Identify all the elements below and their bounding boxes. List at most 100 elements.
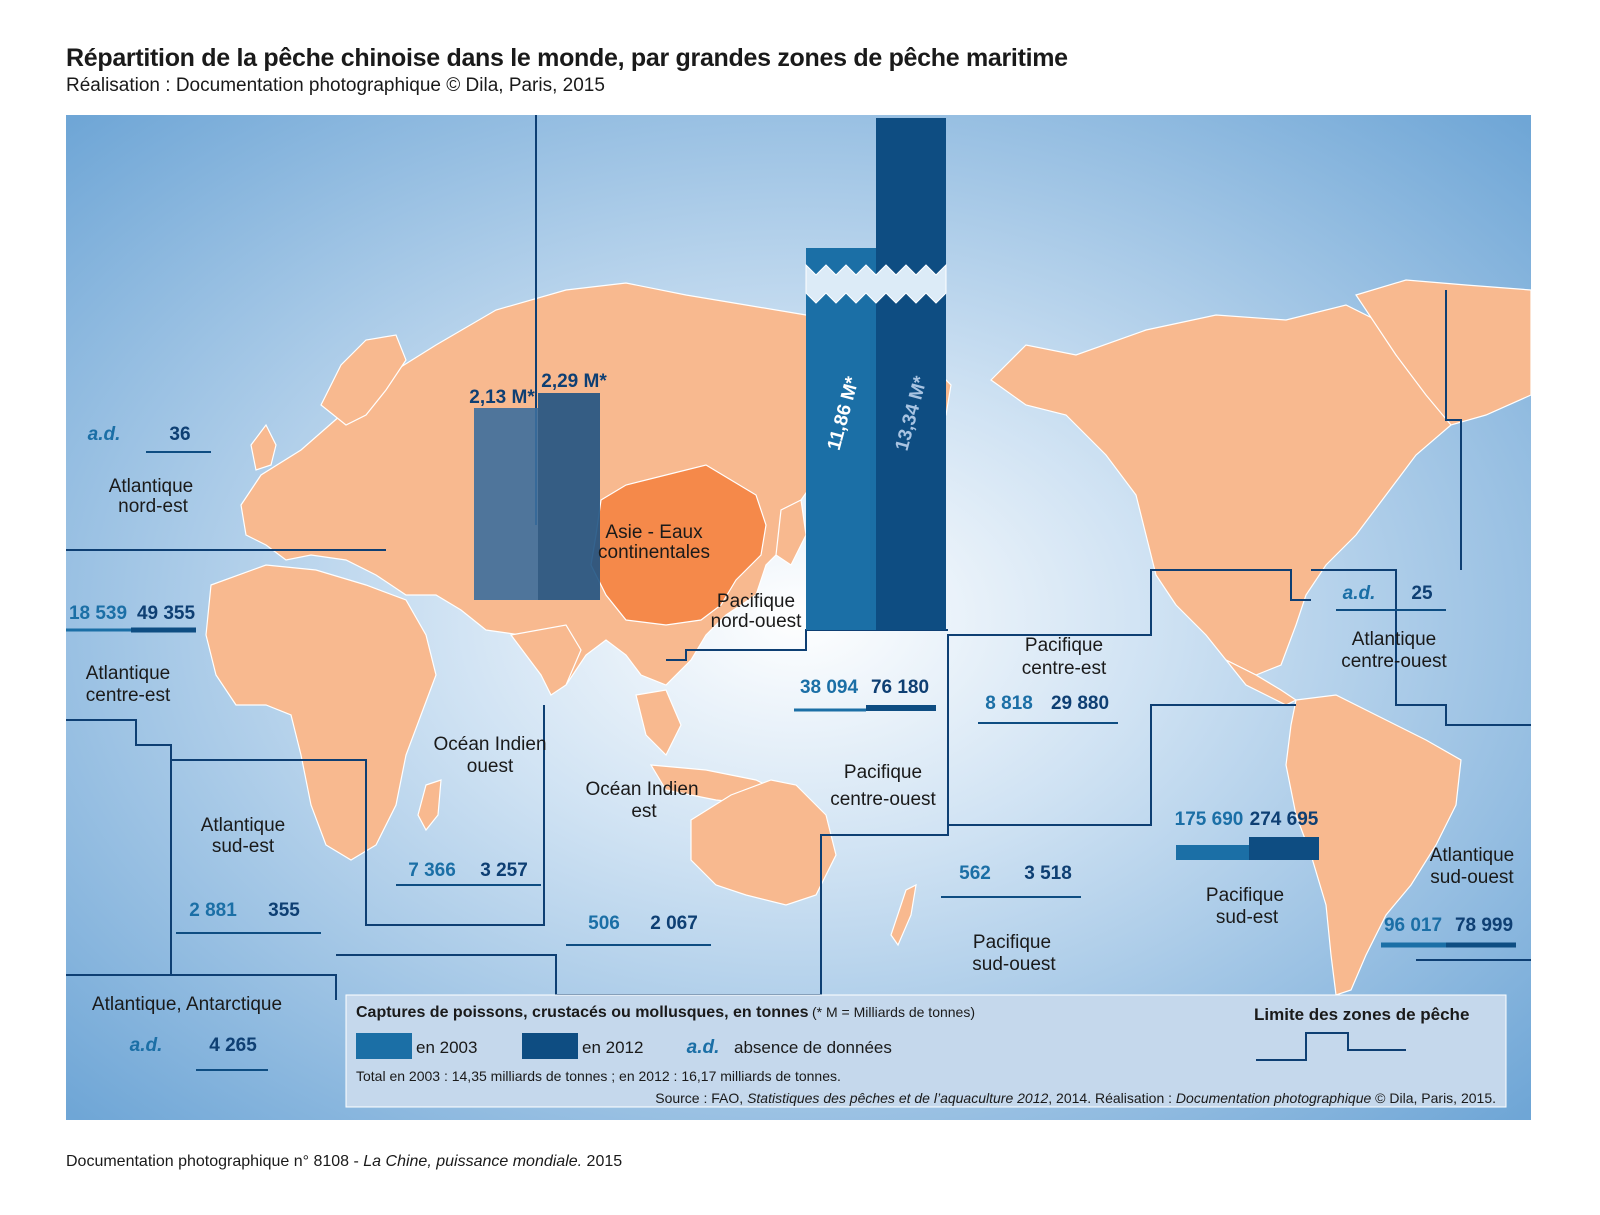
atl-so-name2: sud-ouest — [1430, 867, 1514, 888]
footer-prefix: Documentation photographique n° 8108 - — [66, 1153, 364, 1170]
atl-co-v2003: a.d. — [1343, 583, 1376, 604]
southeast-asia-land — [635, 689, 682, 757]
central-america-land — [1225, 659, 1298, 706]
ind-o-v2012: 3 257 — [480, 860, 528, 881]
pac-no-name1: Pacifique — [717, 591, 795, 612]
legend-source: Source : FAO, Statistiques des pêches et… — [655, 1090, 1496, 1106]
zone-boundary — [1445, 290, 1462, 570]
asie-bars — [474, 393, 600, 600]
pac-so-v2003: 562 — [959, 863, 991, 884]
legend: Captures de poissons, crustacés ou mollu… — [345, 994, 1507, 1108]
atl-ne-v2012: 36 — [169, 424, 190, 445]
north-america-land — [990, 304, 1452, 676]
atl-so-v2003: 96 017 — [1384, 915, 1442, 936]
zone-labels: a.d. 36 Atlantique nord-est 18 539 49 35… — [69, 371, 1514, 1056]
atl-ce-v2012: 49 355 — [137, 603, 196, 624]
atl-se-name1: Atlantique — [201, 815, 286, 836]
australia-land — [690, 779, 837, 906]
atl-ant-v2003: a.d. — [130, 1035, 163, 1056]
atl-so-v2012: 78 999 — [1455, 915, 1513, 936]
footer-year: 2015 — [582, 1153, 623, 1170]
zone-value-lines — [66, 451, 1516, 1071]
legend-swatch-2012 — [522, 1033, 578, 1059]
zone-boundary — [1311, 569, 1531, 726]
japan-land — [775, 499, 807, 566]
atl-ce-v2003: 18 539 — [69, 603, 127, 624]
pac-so-v2012: 3 518 — [1024, 863, 1072, 884]
uk-land — [250, 423, 277, 471]
pac-no-bar-2012 — [876, 118, 946, 630]
atl-se-v2012: 355 — [268, 900, 300, 921]
page-title: Répartition de la pêche chinoise dans le… — [66, 44, 1068, 72]
pac-no-name2: nord-ouest — [711, 611, 803, 632]
pac-no-bars — [805, 118, 947, 630]
legend-swatch-2003 — [356, 1033, 412, 1059]
page-subtitle: Réalisation : Documentation photographiq… — [66, 75, 605, 96]
legend-note: (* M = Milliards de tonnes) — [812, 1004, 975, 1020]
source-suffix: © Dila, Paris, 2015. — [1371, 1090, 1496, 1106]
pac-co-name1: Pacifique — [844, 762, 922, 783]
pac-so-name2: sud-ouest — [972, 954, 1056, 975]
pac-se-name2: sud-est — [1216, 907, 1279, 928]
atl-ne-name1: Atlantique — [109, 476, 194, 497]
atl-se-name2: sud-est — [212, 836, 275, 857]
pac-co-name2: centre-ouest — [830, 789, 936, 810]
madagascar-land — [417, 779, 442, 832]
china-land — [590, 464, 767, 626]
bar-break-mark — [805, 263, 947, 304]
ind-o-v2003: 7 366 — [408, 860, 456, 881]
pac-ce-name2: centre-est — [1022, 658, 1107, 679]
atl-se-v2003: 2 881 — [189, 900, 237, 921]
africa-land — [205, 564, 437, 861]
ind-e-v2003: 506 — [588, 913, 620, 934]
atl-co-name1: Atlantique — [1352, 629, 1437, 650]
legend-label-2012: en 2012 — [582, 1038, 643, 1057]
ind-o-name1: Océan Indien — [433, 734, 546, 755]
ind-o-name2: ouest — [467, 756, 514, 777]
pac-so-name1: Pacifique — [973, 932, 1051, 953]
legend-label-2003: en 2003 — [416, 1038, 477, 1057]
india-land — [509, 624, 582, 696]
footer-work: La Chine, puissance mondiale. — [363, 1153, 583, 1170]
source-mid: , 2014. Réalisation : — [1048, 1090, 1176, 1106]
asie-bar-2003 — [474, 408, 538, 600]
pac-ce-v2012: 29 880 — [1051, 693, 1109, 714]
source-work: Statistiques des pêches et de l’aquacult… — [747, 1090, 1048, 1106]
atl-ce-name1: Atlantique — [86, 663, 171, 684]
scandinavia-land — [320, 334, 407, 426]
south-america-land — [1285, 694, 1462, 996]
pac-co-v2003: 38 094 — [800, 677, 859, 698]
legend-limit-symbol — [1256, 1032, 1406, 1061]
ind-e-name2: est — [631, 801, 657, 822]
atl-ant-name1: Atlantique, Antarctique — [92, 994, 282, 1015]
atl-so-name1: Atlantique — [1430, 845, 1515, 866]
atl-ce-name2: centre-est — [86, 685, 171, 706]
ind-e-name1: Océan Indien — [585, 779, 698, 800]
asie-name1: Asie - Eaux — [605, 522, 703, 543]
pac-se-name1: Pacifique — [1206, 885, 1284, 906]
zone-boundary — [66, 974, 337, 1000]
pac-se-v2003: 175 690 — [1175, 809, 1244, 830]
asie-name2: continentales — [598, 542, 710, 563]
page-footer: Documentation photographique n° 8108 - L… — [66, 1153, 622, 1171]
value-bar-2003 — [1176, 845, 1249, 860]
atl-ne-v2003: a.d. — [88, 424, 121, 445]
greenland-land — [1355, 279, 1531, 426]
zone-boundaries — [66, 115, 1531, 1000]
atl-co-v2012: 25 — [1411, 583, 1433, 604]
pac-no-bar-2003 — [806, 248, 876, 630]
pac-ce-v2003: 8 818 — [985, 693, 1033, 714]
source-publisher: Documentation photographique — [1176, 1090, 1372, 1106]
legend-ad-label: absence de données — [734, 1038, 892, 1057]
legend-ad-symbol: a.d. — [687, 1037, 720, 1058]
source-prefix: Source : FAO, — [655, 1090, 747, 1106]
asie-bar-2012 — [538, 393, 600, 600]
atl-ne-name2: nord-est — [118, 496, 188, 517]
pac-se-v2012: 274 695 — [1250, 809, 1319, 830]
zone-boundary — [947, 635, 1296, 826]
legend-total: Total en 2003 : 14,35 milliards de tonne… — [356, 1068, 841, 1084]
asie-v2012: 2,29 M* — [541, 371, 607, 392]
new-zealand-land — [890, 883, 917, 947]
asie-v2003: 2,13 M* — [469, 387, 535, 408]
ind-e-v2012: 2 067 — [650, 913, 698, 934]
